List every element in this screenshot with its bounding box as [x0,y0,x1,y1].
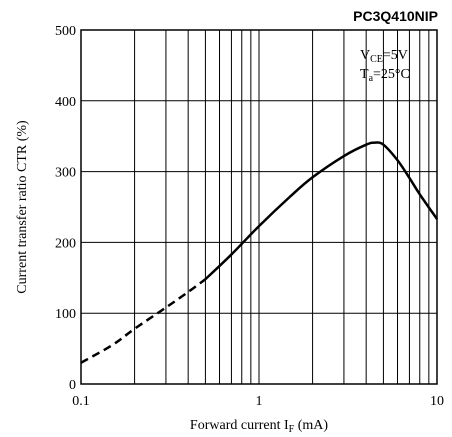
y-tick-label: 0 [69,378,76,393]
condition-ta: Ta=25°C [360,67,410,84]
tick-labels: 0 100 200 300 400 500 0.1 1 10 [55,24,444,409]
condition-ta-rest: =25°C [373,67,410,82]
y-tick-label: 500 [55,24,76,39]
y-axis-label: Current transfer ratio CTR (%) [15,120,30,294]
x-axis-label-main: Forward current I [190,418,289,433]
chart-title: PC3Q410NIP [353,8,438,24]
condition-ta-main: T [360,67,369,82]
y-tick-label: 100 [55,307,76,322]
y-tick-label: 200 [55,236,76,251]
x-axis-label-unit: (mA) [294,418,328,433]
x-axis-label-sub: F [289,424,295,435]
condition-vce-rest: =5V [383,48,408,63]
y-tick-label: 400 [55,95,76,110]
condition-ta-sub: a [369,73,374,84]
plot-frame [80,29,438,385]
y-tick-label: 300 [55,166,76,181]
ctr-curve-dashed [80,278,207,364]
x-tick-label: 1 [256,394,263,409]
series-layer [80,141,439,364]
condition-vce-sub: CE [370,54,383,65]
x-tick-label: 10 [430,394,444,409]
ctr-curve-solid [204,141,439,281]
condition-vce-main: V [360,48,370,63]
condition-vce: VCE=5V [360,48,408,65]
x-axis-label: Forward current IF (mA) [190,418,328,435]
x-tick-label: 0.1 [72,394,90,409]
grid-lines [81,30,437,384]
